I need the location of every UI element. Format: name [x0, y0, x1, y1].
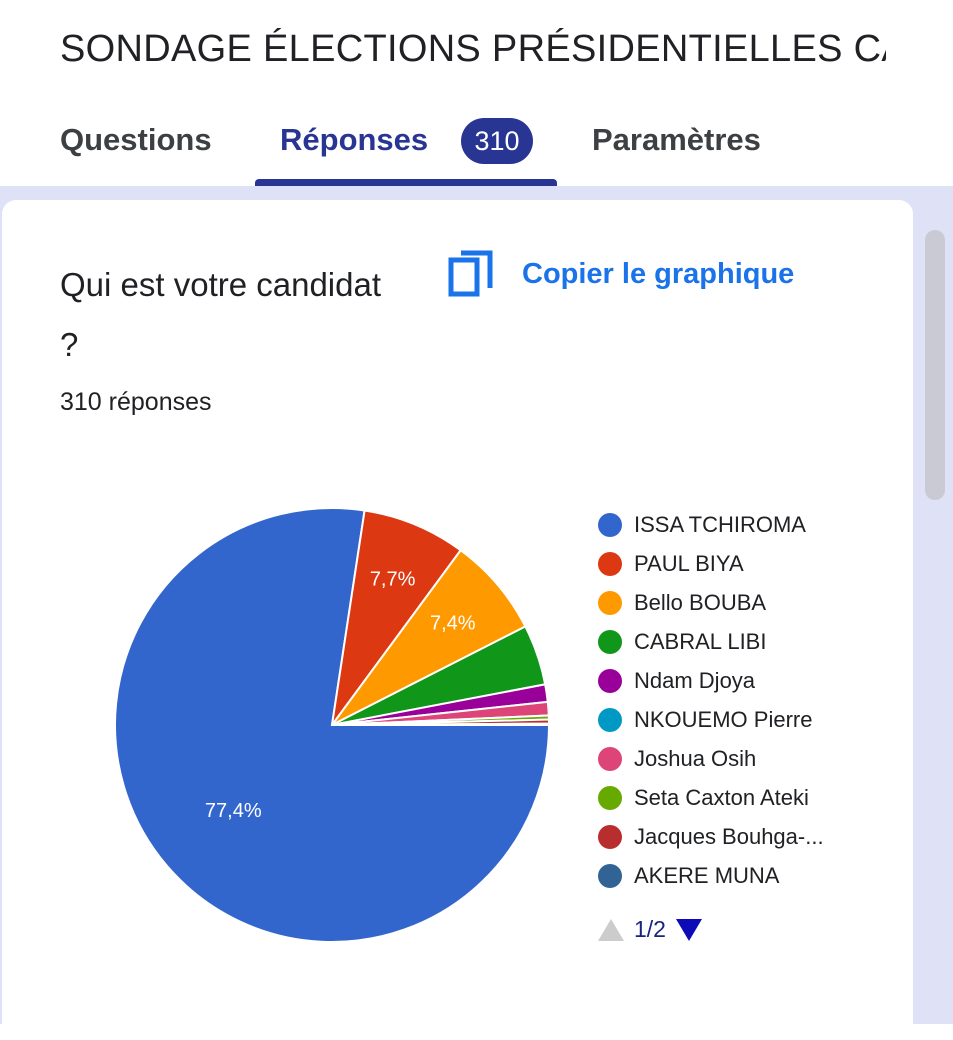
tab-settings[interactable]: Paramètres	[592, 122, 761, 157]
legend-swatch-icon	[598, 746, 622, 771]
scrollbar[interactable]	[925, 230, 945, 500]
copy-chart-label: Copier le graphique	[522, 257, 795, 290]
legend-swatch-icon	[598, 863, 622, 888]
legend-pager: 1/2	[598, 916, 702, 943]
pie-slice-9[interactable]	[331, 722, 551, 726]
legend-item[interactable]: Joshua Osih	[598, 739, 824, 778]
active-tab-indicator	[255, 179, 557, 186]
legend-item[interactable]: Bello BOUBA	[598, 583, 824, 622]
copy-icon	[448, 250, 493, 297]
legend-item[interactable]: ISSA TCHIROMA	[598, 505, 824, 544]
legend-label: Ndam Djoya	[634, 667, 756, 693]
legend-item[interactable]: CABRAL LIBI	[598, 622, 824, 661]
legend-label: Jacques Bouhga-...	[634, 823, 824, 849]
legend-label: ISSA TCHIROMA	[634, 511, 806, 537]
pie-slice-2[interactable]	[331, 548, 527, 726]
next-page-icon[interactable]	[675, 918, 702, 941]
legend-label: PAUL BIYA	[634, 550, 744, 576]
legend-page: 1/2	[634, 916, 666, 942]
slice-label-0: 77,4%	[205, 800, 262, 822]
copy-chart-button[interactable]: Copier le graphique	[448, 250, 794, 298]
form-title: SONDAGE ÉLECTIONS PRÉSIDENTIELLES CAMERO…	[60, 28, 886, 70]
tab-questions[interactable]: Questions	[60, 122, 212, 157]
legend-swatch-icon	[598, 551, 622, 576]
slice-label-1: 7,7%	[370, 569, 416, 591]
tab-responses[interactable]: Réponses	[280, 122, 429, 157]
legend-item[interactable]: PAUL BIYA	[598, 544, 824, 583]
question-title: Qui est votre candidat ?	[60, 266, 382, 363]
legend-item[interactable]: Jacques Bouhga-...	[598, 817, 824, 856]
slice-label-2: 7,4%	[430, 612, 476, 634]
legend-label: Seta Caxton Ateki	[634, 784, 809, 810]
legend-swatch-icon	[598, 512, 622, 537]
legend-label: NKOUEMO Pierre	[634, 706, 813, 732]
legend-swatch-icon	[598, 707, 622, 732]
legend-label: CABRAL LIBI	[634, 628, 767, 654]
legend-swatch-icon	[598, 629, 622, 654]
legend-item[interactable]: Ndam Djoya	[598, 661, 824, 700]
legend-label: Bello BOUBA	[634, 589, 767, 615]
chart-legend: ISSA TCHIROMA PAUL BIYA Bello BOUBA CABRAL …	[598, 505, 824, 895]
legend-item[interactable]: Seta Caxton Ateki	[598, 778, 824, 817]
previous-page-icon[interactable]	[598, 918, 624, 941]
legend-swatch-icon	[598, 590, 622, 615]
pie-slice-1[interactable]	[331, 509, 463, 726]
responses-count-badge: 310	[461, 118, 533, 164]
legend-swatch-icon	[598, 668, 622, 693]
legend-item[interactable]: AKERE MUNA	[598, 856, 824, 895]
legend-swatch-icon	[598, 785, 622, 810]
legend-label: Joshua Osih	[634, 745, 757, 771]
legend-label: AKERE MUNA	[634, 862, 780, 888]
legend-swatch-icon	[598, 824, 622, 849]
legend-item[interactable]: NKOUEMO Pierre	[598, 700, 824, 739]
response-count: 310 réponses	[60, 388, 212, 416]
